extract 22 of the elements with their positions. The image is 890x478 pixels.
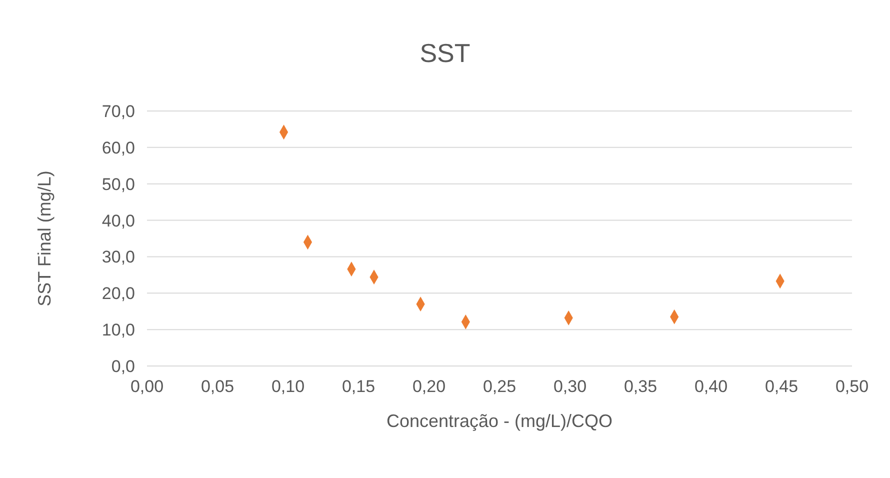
y-tick-label: 60,0 (102, 138, 135, 158)
y-tick-label: 20,0 (102, 284, 135, 304)
y-tick-label: 30,0 (102, 248, 135, 267)
y-axis-title: SST Final (mg/L) (34, 170, 54, 306)
y-tick-label: 0,0 (111, 357, 135, 376)
x-tick-label: 0,15 (342, 377, 376, 396)
x-tick-label: 0,35 (624, 377, 658, 396)
y-tick-label: 10,0 (102, 320, 135, 340)
y-tick-label: 50,0 (102, 174, 135, 194)
x-tick-label: 0,20 (412, 377, 446, 396)
x-tick-label: 0,00 (130, 377, 164, 396)
x-tick-label: 0,25 (482, 377, 516, 396)
x-tick-label: 0,40 (694, 377, 728, 396)
x-tick-label: 0,50 (835, 377, 869, 396)
x-tick-label: 0,45 (764, 377, 798, 396)
chart-title: SST (418, 38, 472, 69)
y-tick-label: 70,0 (102, 102, 135, 122)
x-axis-title: Concentração - (mg/L)/CQO (386, 410, 613, 431)
x-tick-label: 0,10 (271, 377, 305, 396)
x-tick-label: 0,05 (200, 377, 234, 396)
x-tick-label: 0,30 (553, 377, 587, 396)
y-tick-label: 40,0 (102, 211, 135, 230)
